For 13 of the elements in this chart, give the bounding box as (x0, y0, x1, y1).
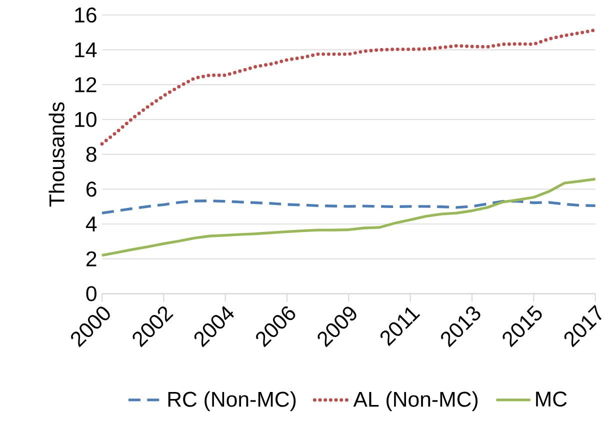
y-tick-label: 16 (75, 7, 96, 23)
legend-label: MC (536, 392, 567, 407)
y-tick-label: 10 (75, 112, 96, 128)
legend-label: AL (Non-MC) (353, 391, 478, 412)
y-tick-label: 8 (86, 146, 96, 162)
y-tick-label: 14 (75, 42, 97, 58)
y-tick-label: 2 (86, 251, 96, 266)
y-tick-label: 4 (86, 216, 97, 232)
y-tick-label: 6 (86, 182, 96, 197)
y-axis-title: Thousands (48, 102, 64, 207)
legend-label: RC (Non-MC) (168, 391, 296, 412)
y-tick-label: 0 (86, 286, 96, 302)
y-tick-label: 12 (75, 77, 96, 92)
